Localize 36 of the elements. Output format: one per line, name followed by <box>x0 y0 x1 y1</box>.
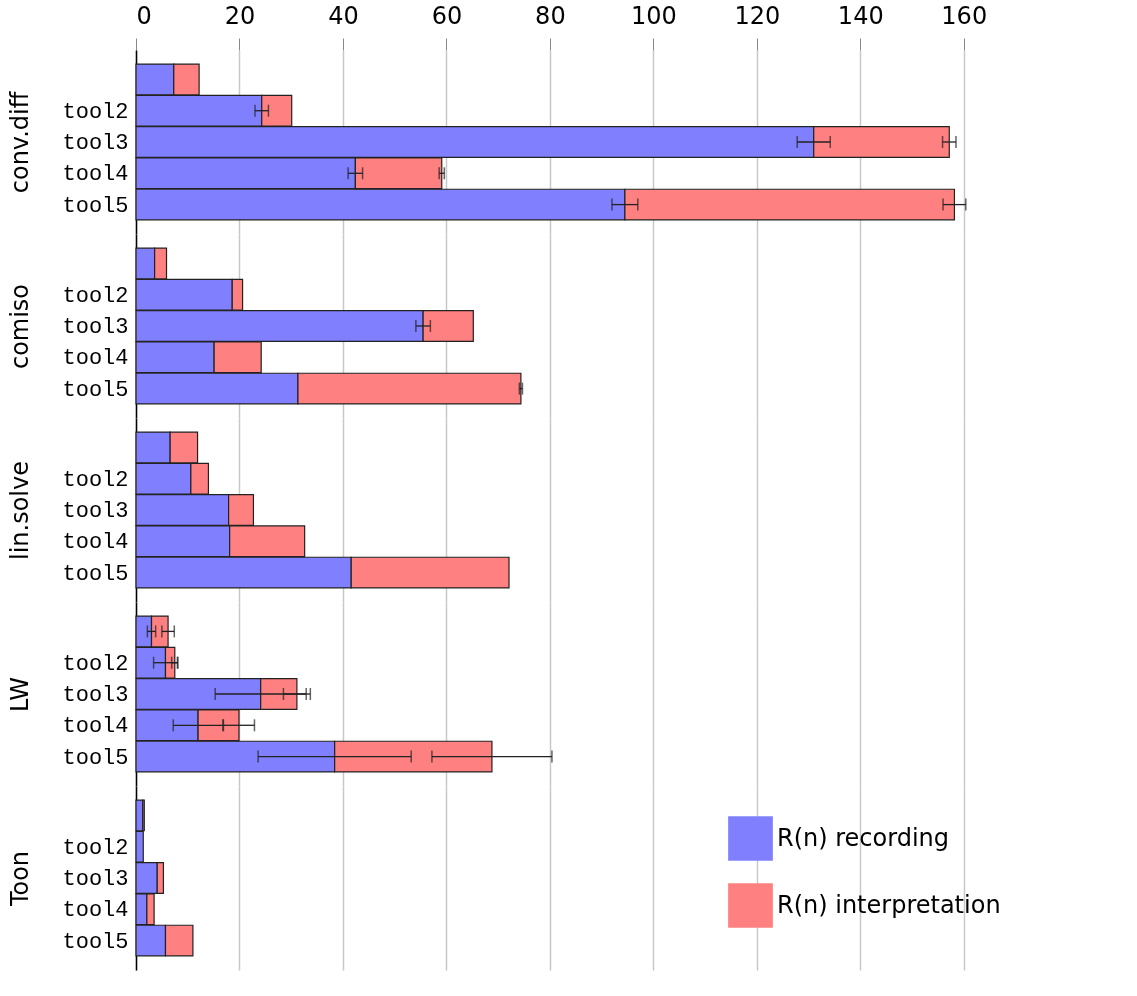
x-tick-label: 80 <box>535 1 566 30</box>
y-tick-label: tool5 <box>62 377 129 403</box>
legend-label: R(n) recording <box>777 823 950 852</box>
x-tick-label: 40 <box>328 1 359 30</box>
y-tick-label: tool2 <box>62 99 129 125</box>
y-tick-label: tool4 <box>62 346 129 372</box>
x-tick-label: 120 <box>734 1 781 30</box>
y-tick-label: tool2 <box>62 651 129 677</box>
y-tick-label: tool2 <box>62 467 129 493</box>
y-tick-label: tool4 <box>62 530 129 556</box>
x-tick-label: 60 <box>431 1 463 30</box>
y-tick-label: tool3 <box>62 867 129 892</box>
legend-label: R(n) interpretation <box>777 890 1001 919</box>
y-tick-label: tool5 <box>62 561 129 587</box>
x-tick-label: 160 <box>941 1 988 30</box>
x-tick-label: 140 <box>837 1 884 30</box>
y-tick-label: tool3 <box>62 499 129 524</box>
y-tick-label: tool4 <box>62 162 129 188</box>
y-tick-label: tool3 <box>62 683 129 708</box>
y-tick-label: tool4 <box>62 898 129 924</box>
y-tick-label: tool2 <box>62 835 129 861</box>
y-tick-label: tool3 <box>62 315 129 340</box>
y-tick-label: tool5 <box>62 745 129 771</box>
y-axis-title: LW <box>6 677 35 712</box>
x-tick-label: 100 <box>630 1 677 30</box>
y-tick-label: tool2 <box>62 283 129 309</box>
y-axis-title: comiso <box>6 283 35 370</box>
y-tick-label: tool5 <box>62 193 129 219</box>
y-tick-label: tool3 <box>62 131 129 156</box>
x-tick-label: 20 <box>224 1 256 30</box>
y-axis-title: conv.diff <box>6 91 35 194</box>
y-tick-label: tool5 <box>62 929 129 955</box>
y-axis-title: Toon <box>6 850 35 908</box>
y-axis-title: lin.solve <box>6 461 35 560</box>
x-tick-label: 0 <box>136 1 152 30</box>
y-tick-label: tool4 <box>62 714 129 740</box>
